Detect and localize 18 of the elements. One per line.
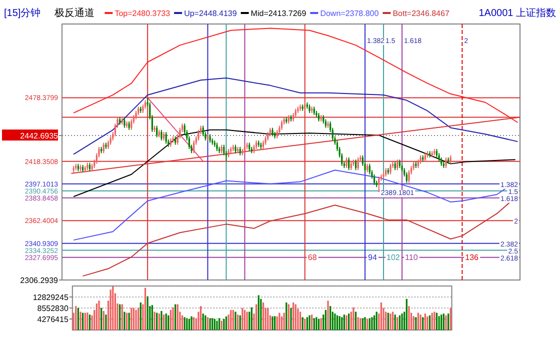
- legend-label: Up=2448.4139: [184, 9, 238, 18]
- legend-label: Down=2378.800: [320, 9, 380, 18]
- y-tick-label: 4276415: [37, 315, 69, 324]
- text: 1A0001 上证指数: [478, 7, 556, 19]
- legend-label: Bott=2346.8467: [392, 9, 450, 18]
- y-tick-label: 12829245: [32, 293, 69, 302]
- y-tick-label: 8552830: [37, 304, 69, 313]
- chart-title: [15]分钟: [4, 7, 41, 19]
- ref-line-label: 102: [386, 253, 400, 262]
- ref-line-label: 110: [405, 253, 418, 262]
- legend-label: Top=2480.3733: [114, 9, 171, 18]
- ref-line-label: 94: [368, 253, 378, 262]
- chart-subtitle: 极反通道: [54, 7, 95, 19]
- legend-label: Mid=2413.7269: [250, 9, 307, 18]
- y-tick-label: 2306.2939: [20, 276, 59, 285]
- ref-line-label: 136: [465, 253, 480, 262]
- y-tick-label: 2442.6935: [20, 132, 59, 141]
- ref-line-label: 68: [308, 253, 318, 262]
